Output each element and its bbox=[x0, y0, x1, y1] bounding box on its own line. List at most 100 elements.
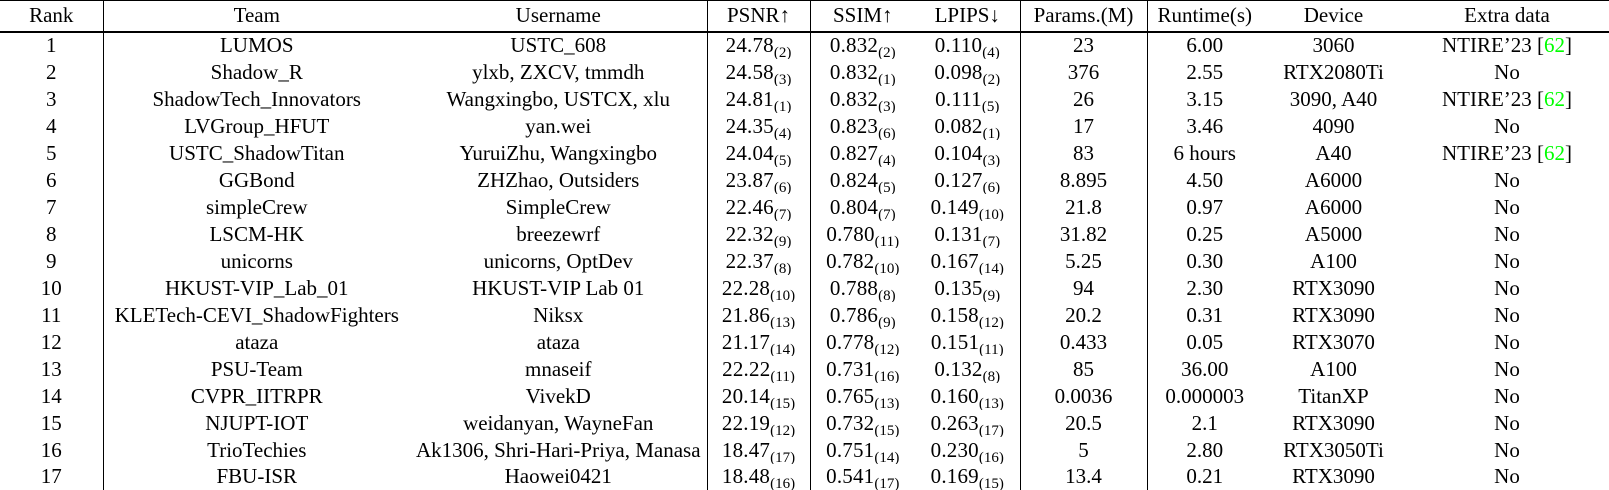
extra-data-label: No bbox=[1494, 383, 1520, 408]
cell-params: 94 bbox=[1019, 274, 1147, 302]
lpips-rank-subscript: (11) bbox=[979, 341, 1004, 356]
lpips-value: 0.151 bbox=[930, 329, 980, 354]
psnr-value: 18.48 bbox=[721, 464, 771, 488]
psnr-rank-subscript: (5) bbox=[773, 152, 792, 167]
lpips-rank-subscript: (2) bbox=[982, 71, 1001, 86]
cell-params: 376 bbox=[1019, 58, 1147, 86]
cell-team: simpleCrew bbox=[102, 193, 410, 221]
cell-device: RTX3090 bbox=[1292, 302, 1375, 327]
cell-lpips: 0.082(1) bbox=[915, 113, 1020, 140]
cell-username: VivekD bbox=[525, 383, 591, 408]
extra-data-label: No bbox=[1494, 194, 1520, 219]
cell-ssim: 0.823(6) bbox=[809, 112, 915, 140]
cell-runtime: 2.55 bbox=[1146, 58, 1262, 86]
lpips-rank-subscript: (8) bbox=[982, 368, 1001, 383]
cell-ssim: 0.731(16) bbox=[809, 355, 915, 383]
psnr-value: 24.35 bbox=[725, 113, 774, 138]
cell-runtime: 2.1 bbox=[1146, 409, 1262, 437]
ssim-value: 0.804 bbox=[829, 194, 879, 219]
cell-rank: 4 bbox=[46, 113, 57, 138]
table-row: 8 LSCM-HK breezewrf 22.32(9) 0.780(11) 0.131(… bbox=[0, 220, 1609, 248]
col-header-params: Params.(M) bbox=[1019, 0, 1147, 33]
cell-extra: No bbox=[1405, 248, 1609, 275]
cell-params: 17 bbox=[1019, 112, 1147, 140]
lpips-rank-subscript: (16) bbox=[978, 449, 1004, 464]
lpips-value: 0.167 bbox=[930, 248, 979, 273]
cell-runtime: 4.50 bbox=[1146, 166, 1262, 194]
cell-params: 83 bbox=[1019, 139, 1147, 167]
cell-username: yan.wei bbox=[525, 113, 592, 138]
cell-params: 8.895 bbox=[1019, 166, 1147, 194]
cell-params: 20.2 bbox=[1019, 301, 1147, 329]
cell-ssim: 0.804(7) bbox=[809, 193, 915, 221]
cell-extra: No bbox=[1405, 113, 1609, 140]
extra-data-label: No bbox=[1494, 437, 1520, 462]
header-row: Rank Team Username PSNR↑ SSIM↑ LPIPS↓ Params.(… bbox=[0, 0, 1609, 33]
col-header-lpips: LPIPS↓ bbox=[915, 0, 1020, 33]
cell-runtime: 0.30 bbox=[1146, 247, 1262, 275]
cell-ssim: 0.751(14) bbox=[809, 436, 915, 464]
cell-lpips: 0.131(7) bbox=[915, 221, 1020, 248]
ssim-value: 0.786 bbox=[829, 302, 879, 327]
ssim-rank-subscript: (17) bbox=[874, 476, 900, 490]
citation-link[interactable]: 62 bbox=[1544, 33, 1566, 57]
citation-link[interactable]: 62 bbox=[1544, 86, 1566, 111]
ssim-rank-subscript: (2) bbox=[878, 45, 896, 59]
ssim-rank-subscript: (8) bbox=[878, 287, 896, 302]
psnr-rank-subscript: (15) bbox=[770, 395, 796, 410]
cell-params: 85 bbox=[1019, 355, 1147, 383]
cell-psnr: 20.14(15) bbox=[706, 382, 810, 410]
lpips-rank-subscript: (3) bbox=[982, 152, 1001, 167]
ssim-rank-subscript: (15) bbox=[874, 422, 900, 437]
cell-username: SimpleCrew bbox=[505, 194, 611, 219]
psnr-value: 24.81 bbox=[725, 86, 774, 111]
table-row: 10 HKUST-VIP_Lab_01 HKUST-VIP Lab 01 22.28(… bbox=[0, 274, 1609, 302]
col-header-extra: Extra data bbox=[1405, 0, 1609, 33]
cell-device: RTX3090 bbox=[1292, 275, 1375, 300]
cell-ssim: 0.832(3) bbox=[809, 85, 915, 113]
cell-psnr: 24.78(2) bbox=[706, 31, 810, 59]
cell-team: LSCM-HK bbox=[102, 220, 410, 248]
citation-link[interactable]: 62 bbox=[1544, 140, 1566, 165]
cell-device: 3060 bbox=[1312, 33, 1355, 57]
cell-lpips: 0.132(8) bbox=[915, 356, 1020, 383]
psnr-rank-subscript: (8) bbox=[773, 260, 792, 275]
lpips-value: 0.131 bbox=[934, 221, 983, 246]
ssim-value: 0.832 bbox=[829, 59, 879, 84]
ssim-rank-subscript: (4) bbox=[878, 152, 896, 167]
cell-device: A100 bbox=[1310, 248, 1357, 273]
cell-extra: No bbox=[1405, 194, 1609, 221]
cell-team: PSU-Team bbox=[102, 355, 410, 383]
cell-team: LUMOS bbox=[102, 31, 410, 59]
psnr-value: 21.17 bbox=[721, 329, 771, 354]
cell-rank: 13 bbox=[40, 356, 62, 381]
cell-params: 13.4 bbox=[1019, 463, 1147, 490]
ssim-value: 0.788 bbox=[829, 275, 879, 300]
lpips-value: 0.149 bbox=[930, 194, 979, 219]
ssim-rank-subscript: (3) bbox=[878, 98, 896, 113]
lpips-value: 0.127 bbox=[934, 167, 983, 192]
table-row: 7 simpleCrew SimpleCrew 22.46(7) 0.804(7) 0.1… bbox=[0, 193, 1609, 221]
cell-psnr: 24.35(4) bbox=[706, 112, 810, 140]
lpips-value: 0.111 bbox=[935, 86, 982, 111]
extra-data-label: No bbox=[1494, 329, 1520, 354]
table-row: 11 KLETech-CEVI_ShadowFighters Niksx 21.86(… bbox=[0, 301, 1609, 329]
lpips-rank-subscript: (13) bbox=[978, 395, 1004, 410]
lpips-value: 0.263 bbox=[930, 410, 979, 435]
cell-rank: 14 bbox=[40, 383, 62, 408]
lpips-rank-subscript: (9) bbox=[982, 287, 1001, 302]
cell-rank: 10 bbox=[40, 275, 62, 300]
cell-team: LVGroup_HFUT bbox=[102, 112, 410, 140]
lpips-rank-subscript: (12) bbox=[978, 314, 1004, 329]
psnr-value: 22.28 bbox=[721, 275, 771, 300]
cell-runtime: 0.31 bbox=[1146, 301, 1262, 329]
psnr-rank-subscript: (12) bbox=[770, 422, 796, 437]
cell-team: NJUPT-IOT bbox=[102, 409, 410, 437]
cell-runtime: 3.46 bbox=[1146, 112, 1262, 140]
cell-rank: 11 bbox=[41, 302, 62, 327]
cell-lpips: 0.104(3) bbox=[915, 140, 1020, 167]
cell-params: 31.82 bbox=[1019, 220, 1147, 248]
table-row: 16 TrioTechies Ak1306, Shri-Hari-Priya, Ma… bbox=[0, 436, 1609, 464]
citation-bracket-open: [ bbox=[1537, 33, 1545, 57]
